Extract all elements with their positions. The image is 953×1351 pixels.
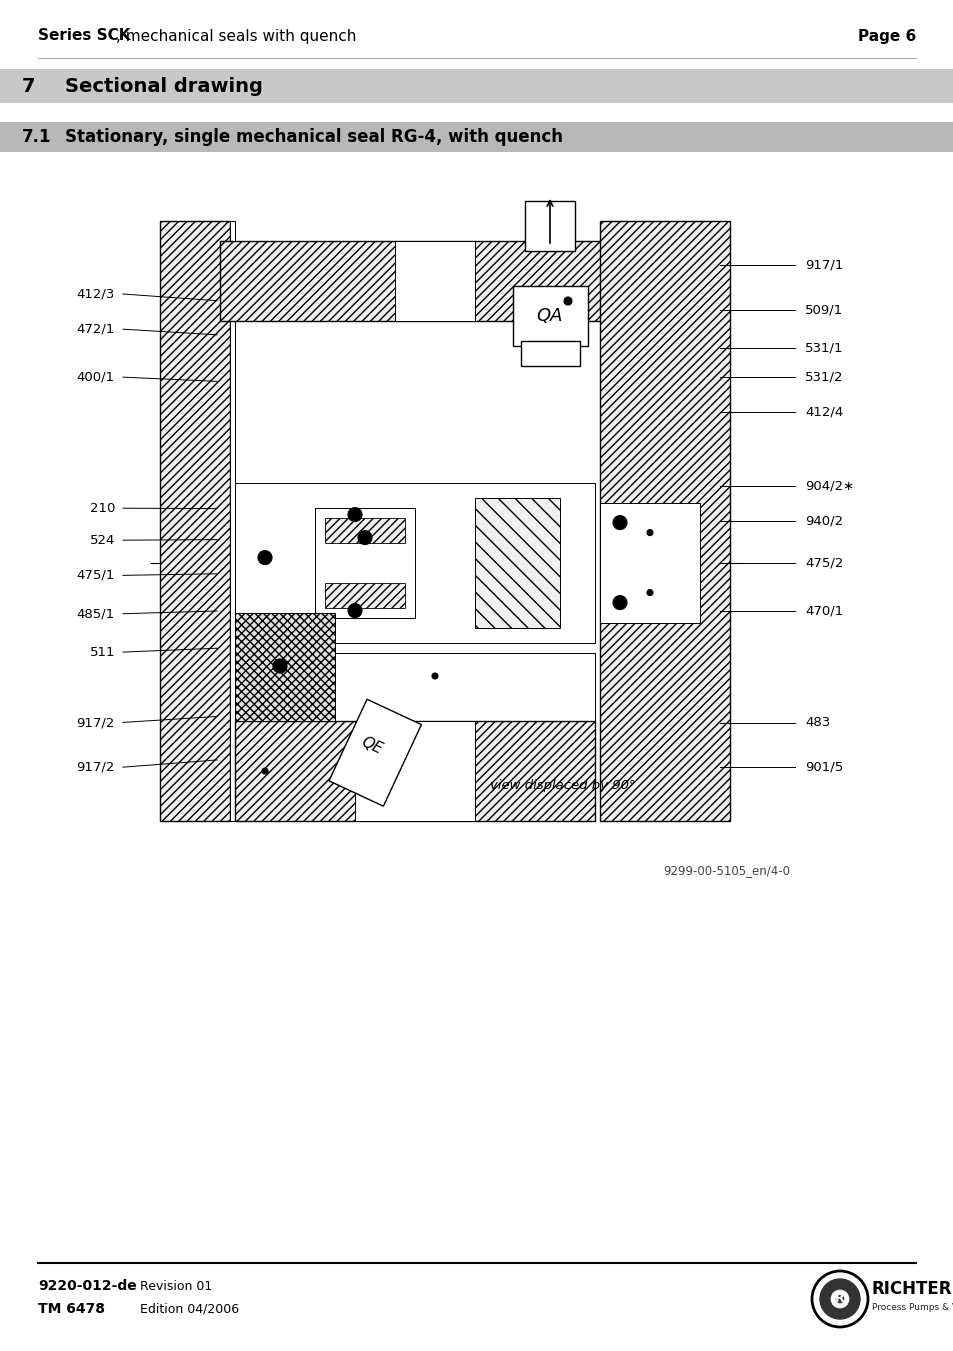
Text: 470/1: 470/1 [804,604,842,617]
Text: 7: 7 [22,77,35,96]
Circle shape [348,508,361,521]
Bar [234,721,595,821]
Text: 9299-00-5105_en/4-0: 9299-00-5105_en/4-0 [662,865,789,878]
Text: 210: 210 [90,501,115,515]
Text: 917/1: 917/1 [804,258,842,272]
Text: 400/1: 400/1 [77,370,115,384]
Circle shape [646,589,652,596]
Bar [234,653,595,761]
Bar [220,240,649,322]
Bar [234,612,335,721]
Text: 475/2: 475/2 [804,557,842,569]
Text: Stationary, single mechanical seal RG-4, with quench: Stationary, single mechanical seal RG-4,… [65,128,562,146]
Circle shape [563,297,572,305]
Circle shape [348,604,361,617]
Text: QE: QE [358,735,385,758]
Text: , mechanical seals with quench: , mechanical seals with quench [116,28,356,43]
Circle shape [646,530,652,535]
Bar [329,700,421,807]
Circle shape [830,1290,848,1308]
Bar [395,240,475,322]
Bar [314,508,415,617]
Text: 483: 483 [804,716,829,730]
Bar [599,222,729,821]
Text: 531/2: 531/2 [804,370,842,384]
Text: 412/3: 412/3 [76,288,115,300]
Circle shape [432,673,437,680]
Text: 509/1: 509/1 [804,304,842,316]
Text: Series SCK: Series SCK [38,28,131,43]
Text: 412/4: 412/4 [804,405,842,419]
Circle shape [257,551,272,565]
Text: QA: QA [537,307,562,326]
Bar [0,122,953,153]
Circle shape [357,531,372,544]
Text: 531/1: 531/1 [804,342,842,355]
Text: 904/2∗: 904/2∗ [804,480,853,492]
Bar [513,286,587,346]
Circle shape [613,516,626,530]
Text: Process Pumps & Valves: Process Pumps & Valves [871,1304,953,1313]
Bar [234,482,595,643]
Bar [325,582,405,608]
Text: 475/1: 475/1 [76,569,115,582]
Text: 524: 524 [90,534,115,547]
Text: 511: 511 [90,646,115,659]
Circle shape [835,1296,843,1302]
Text: 901/5: 901/5 [804,761,842,774]
Text: 472/1: 472/1 [76,323,115,335]
Text: RICHTER: RICHTER [871,1279,951,1298]
Bar [230,222,234,821]
Text: Sectional drawing: Sectional drawing [65,77,263,96]
Text: 917/2: 917/2 [76,761,115,774]
Circle shape [820,1279,859,1319]
Text: 9220-012-de: 9220-012-de [38,1279,136,1293]
Bar [475,497,559,628]
Text: 485/1: 485/1 [76,608,115,620]
Bar [599,503,700,623]
Text: Page 6: Page 6 [857,28,915,43]
Circle shape [273,659,287,673]
Bar [355,721,475,821]
Text: view displaced by 90°: view displaced by 90° [490,780,635,793]
Text: 7.1: 7.1 [22,128,51,146]
Bar [160,222,230,821]
Circle shape [262,767,268,774]
Text: TM 6478: TM 6478 [38,1302,105,1316]
Text: R: R [834,1293,844,1305]
Bar [520,340,579,366]
Bar [524,201,575,251]
Circle shape [811,1271,867,1327]
Text: 940/2: 940/2 [804,515,842,527]
Bar [325,517,405,543]
Circle shape [613,596,626,609]
Bar [0,69,953,103]
Text: 917/2: 917/2 [76,716,115,730]
Text: Edition 04/2006: Edition 04/2006 [140,1302,239,1316]
Text: Revision 01: Revision 01 [140,1279,212,1293]
